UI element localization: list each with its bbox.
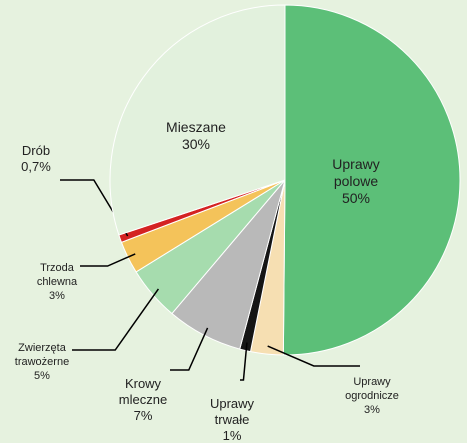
slice-value-label: 3%: [49, 290, 65, 302]
slice-label-line: Zwierzęta: [18, 342, 67, 354]
slice-label-line: chlewna: [37, 276, 78, 288]
slice-value-label: 0,7%: [21, 159, 51, 174]
slice-label: Trzoda chlewna 3%: [37, 262, 78, 302]
slice-value-label: 1%: [223, 428, 242, 443]
slice-value-label: 3%: [364, 404, 380, 416]
slice-label: Uprawy ogrodnicze 3%: [345, 376, 399, 416]
slice-label-line: Uprawy: [353, 376, 391, 388]
slice-label: Drób 0,7%: [21, 143, 51, 174]
leader-line: [267, 345, 360, 367]
slice-label: Mieszane 30%: [166, 119, 226, 152]
slice-value-label: 30%: [182, 136, 210, 152]
slice-label-line: Drób: [22, 143, 50, 158]
leader-line: [170, 327, 209, 371]
slice-value-label: 7%: [134, 408, 153, 423]
slice-value-label: 50%: [342, 190, 370, 206]
leader-line: [240, 342, 248, 381]
leader-line: [72, 288, 160, 351]
slice-label: Zwierzęta trawożerne 5%: [15, 342, 69, 382]
slice-label-line: ogrodnicze: [345, 390, 399, 402]
slice-label: Uprawy polowe 50%: [332, 156, 379, 206]
pie-slice: [282, 4, 461, 356]
slice-label-line: mleczne: [119, 392, 167, 407]
slice-label: Krowy mleczne 7%: [119, 376, 167, 423]
leader-line: [80, 253, 136, 267]
slice-label-line: trawożerne: [15, 356, 69, 368]
slice-label-line: Trzoda: [40, 262, 75, 274]
slice-label-line: trwałe: [215, 412, 250, 427]
slice-label-line: Krowy: [125, 376, 162, 391]
slice-label: Uprawy trwałe 1%: [210, 396, 255, 443]
slice-value-label: 5%: [34, 370, 50, 382]
slice-label-line: polowe: [334, 173, 379, 189]
slice-label-line: Uprawy: [332, 156, 379, 172]
slice-label-line: Mieszane: [166, 119, 226, 135]
pie-slice: [109, 4, 286, 236]
slice-label-line: Uprawy: [210, 396, 255, 411]
